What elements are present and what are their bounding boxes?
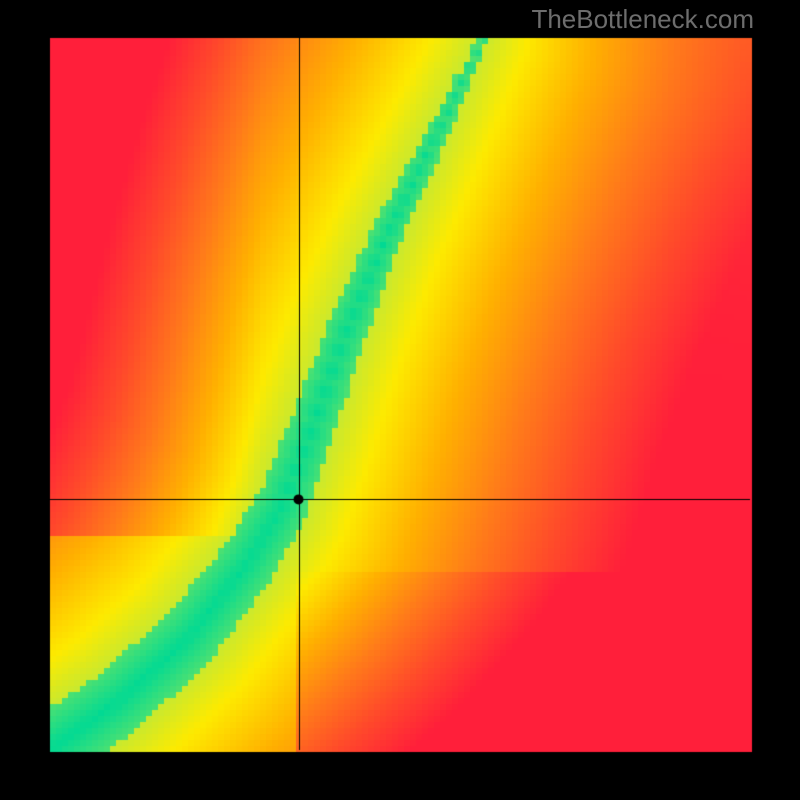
watermark-text: TheBottleneck.com xyxy=(531,4,754,35)
bottleneck-heatmap xyxy=(0,0,800,800)
